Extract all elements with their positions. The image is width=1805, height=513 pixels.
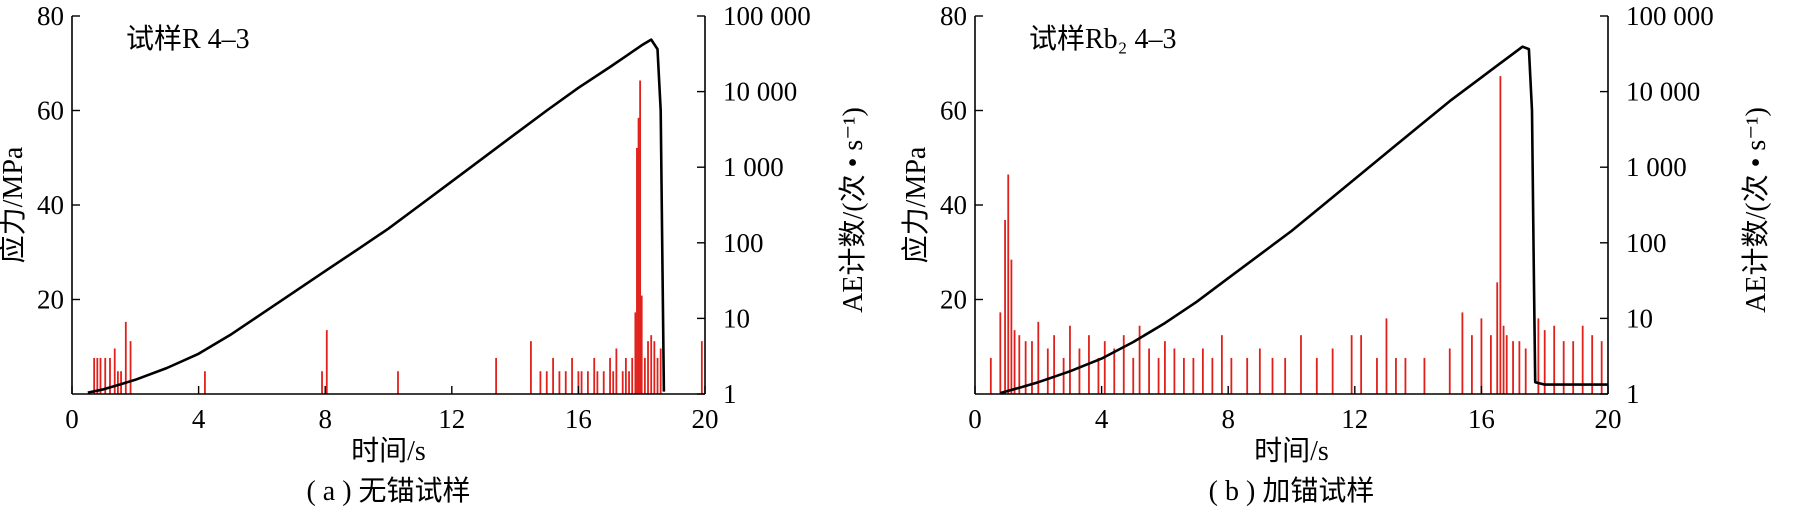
y2-tick-label: 10: [723, 303, 750, 333]
y2-tick-label: 1: [1626, 379, 1640, 409]
y-tick-label: 20: [940, 285, 967, 315]
y2-tick-label: 1 000: [1626, 152, 1687, 182]
stress-curve: [87, 38, 666, 394]
x-tick-label: 20: [692, 404, 719, 434]
y2-tick-label: 100: [723, 228, 764, 258]
x-tick-label: 8: [318, 404, 332, 434]
figure-caption: ( a ) 无锚试样: [306, 475, 470, 507]
chart-a-svg: 0 4 8 12 16 20 20 40 60 80 1 10 100 1 000 10 000 100 00…: [0, 1, 869, 507]
x-tick-label: 0: [65, 404, 79, 434]
y-tick-label: 40: [940, 190, 967, 220]
y2-tick-label: 1 000: [723, 152, 784, 182]
y2-tick-label: 100 000: [1626, 1, 1714, 31]
y-tick-label: 80: [37, 1, 64, 31]
y-tick-label: 20: [37, 285, 64, 315]
x-tick-label: 20: [1595, 404, 1622, 434]
stress-curve: [999, 45, 1608, 395]
chart-panel-a: 0 4 8 12 16 20 20 40 60 80 1 10 100 1 000 10 000 100 00…: [0, 0, 902, 513]
y2-tick-label: 100 000: [723, 1, 811, 31]
chart-b-svg: 0 4 8 12 16 20 20 40 60 80 1 10 100 1 000 10 000 100 00…: [900, 1, 1772, 507]
x-axis-label: 时间/s: [1254, 435, 1329, 467]
x-tick-label: 4: [1095, 404, 1109, 434]
x-tick-label: 8: [1221, 404, 1235, 434]
y2-axis-label: AE计数/(次 • s⁻¹): [1740, 107, 1772, 313]
y-tick-label: 80: [940, 1, 967, 31]
x-tick-label: 16: [1468, 404, 1495, 434]
sample-annotation: 试样Rb₂ 4–3: [1029, 23, 1176, 55]
y-tick-label: 40: [37, 190, 64, 220]
x-tick-label: 12: [438, 404, 465, 434]
figure-caption: ( b ) 加锚试样: [1209, 475, 1375, 507]
x-axis-label: 时间/s: [351, 435, 426, 467]
x-tick-label: 0: [968, 404, 982, 434]
y2-tick-label: 10 000: [1626, 77, 1700, 107]
y2-axis-label: AE计数/(次 • s⁻¹): [837, 107, 869, 313]
x-tick-label: 12: [1341, 404, 1368, 434]
y-tick-label: 60: [37, 96, 64, 126]
x-tick-label: 16: [565, 404, 592, 434]
y2-tick-label: 10 000: [723, 77, 797, 107]
y2-tick-label: 1: [723, 379, 737, 409]
y2-tick-label: 10: [1626, 303, 1653, 333]
y-axis-label: 应力/MPa: [0, 146, 29, 263]
y-tick-label: 60: [940, 96, 967, 126]
y-axis-label: 应力/MPa: [900, 146, 932, 263]
y2-tick-label: 100: [1626, 228, 1667, 258]
x-tick-label: 4: [192, 404, 206, 434]
chart-panel-b: 0 4 8 12 16 20 20 40 60 80 1 10 100 1 000 10 000 100 00…: [900, 0, 1805, 513]
sample-annotation: 试样R 4–3: [126, 23, 250, 55]
